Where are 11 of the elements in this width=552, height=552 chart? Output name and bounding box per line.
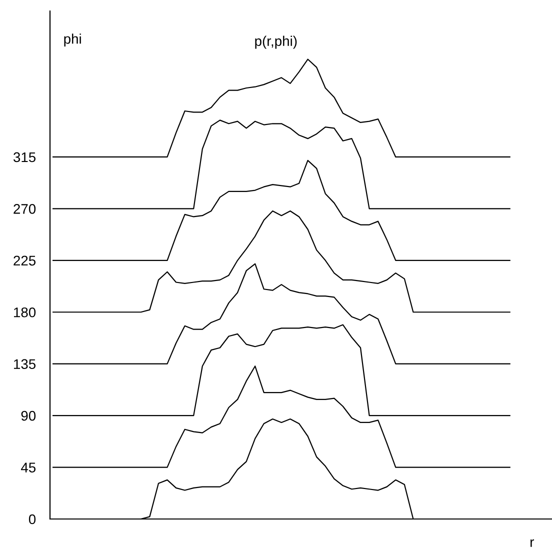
y-tick-label: 270 <box>14 204 36 214</box>
y-tick-label: 90 <box>21 410 36 421</box>
y-tick-label: 315 <box>13 152 36 162</box>
text: p(r,phi) <box>255 36 297 49</box>
y-tick-label: 45 <box>20 462 36 472</box>
y-tick-label: 135 <box>14 359 36 370</box>
y-tick-label: 0 <box>28 514 36 524</box>
y-tick-label: 180 <box>14 307 36 318</box>
x-axis-title: r <box>530 539 534 547</box>
y-axis-title: phi <box>64 34 81 47</box>
y-tick-label: 225 <box>14 256 36 266</box>
